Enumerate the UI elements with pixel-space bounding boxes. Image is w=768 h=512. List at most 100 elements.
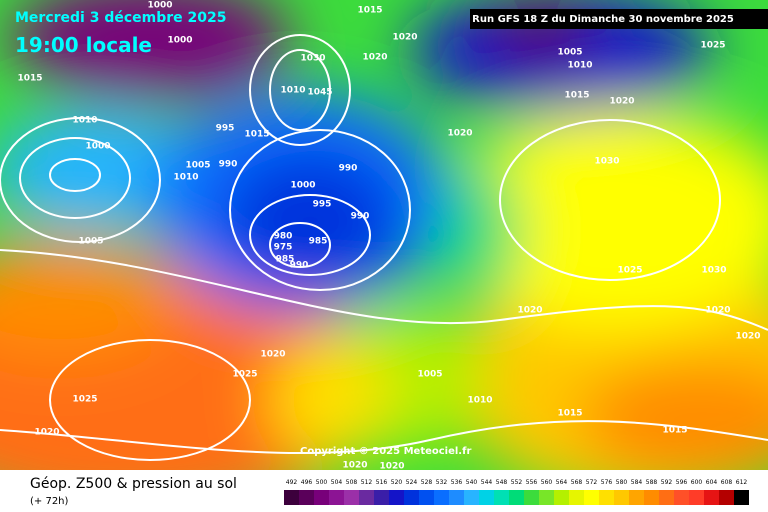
isobar-label: 1005 (557, 48, 582, 58)
isobar-label: 1020 (735, 332, 760, 342)
isobar-label: 1025 (72, 395, 97, 405)
scale-label: 516 (376, 479, 388, 486)
isobars (0, 34, 768, 461)
scale-swatch (449, 490, 464, 505)
scale-swatch (524, 490, 539, 505)
scale-label: 612 (736, 479, 748, 486)
scale-swatch (344, 490, 359, 505)
isobar-label: 1020 (34, 428, 59, 438)
scale-label: 540 (466, 479, 478, 486)
isobar-label: 1025 (232, 370, 257, 380)
scale-label: 532 (436, 479, 448, 486)
scale-swatch (689, 490, 704, 505)
scale-label: 608 (721, 479, 733, 486)
color-scale: 492 496 500 504 508 512 516 520 524 528 532 536 540 5… (284, 479, 749, 505)
isobar-label: 1015 (662, 426, 687, 436)
isobar-label: 1005 (185, 161, 210, 171)
scale-swatch (614, 490, 629, 505)
scale-swatch (599, 490, 614, 505)
scale-swatch (464, 490, 479, 505)
scale-label: 528 (421, 479, 433, 486)
scale-label: 580 (616, 479, 628, 486)
isobar-label: 1005 (78, 237, 103, 247)
scale-label: 584 (631, 479, 643, 486)
isobar-label: 1020 (609, 97, 634, 107)
isobar-label: 1020 (392, 33, 417, 43)
isobar-label: 985 (309, 237, 328, 247)
scale-swatch (419, 490, 434, 505)
isobar-label: 995 (313, 200, 332, 210)
isobar-label: 1010 (467, 396, 492, 406)
scale-swatch (359, 490, 374, 505)
run-label: Run GFS 18 Z du Dimanche 30 novembre 202… (472, 14, 734, 25)
isobar-label: 1015 (244, 130, 269, 140)
scale-swatch (659, 490, 674, 505)
footer-title: Géop. Z500 & pression au sol (30, 476, 237, 492)
scale-label: 508 (346, 479, 358, 486)
isobar-label: 1020 (517, 306, 542, 316)
isobar-label: 1025 (700, 41, 725, 51)
scale-label: 536 (451, 479, 463, 486)
scale-swatch (374, 490, 389, 505)
isobar-label: 1045 (307, 88, 332, 98)
scale-swatch (404, 490, 419, 505)
isobar-label: 1010 (567, 61, 592, 71)
isobar-label: 990 (290, 261, 309, 271)
isobar-label: 1015 (564, 91, 589, 101)
isobar-label: 1010 (72, 116, 97, 126)
scale-label: 604 (706, 479, 718, 486)
time-label: 19:00 locale (15, 33, 152, 57)
scale-swatch (509, 490, 524, 505)
isobar-label: 1020 (447, 129, 472, 139)
scale-swatch (494, 490, 509, 505)
isobar-label: 980 (274, 232, 293, 242)
scale-swatch (539, 490, 554, 505)
isobar-labels: 1000 1015 1000 1020 1020 1030 1005 1010 1025 1015… (17, 1, 760, 472)
scale-label: 496 (301, 479, 313, 486)
scale-swatch (734, 490, 749, 505)
isobar-label: 1030 (300, 54, 325, 64)
isobar-label: 985 (276, 255, 295, 265)
date-label: Mercredi 3 décembre 2025 (15, 10, 227, 26)
isobar-label: 1020 (260, 350, 285, 360)
scale-label: 600 (691, 479, 703, 486)
isobar-label: 990 (219, 160, 238, 170)
scale-label: 492 (286, 479, 298, 486)
scale-swatch (704, 490, 719, 505)
isobar-label: 1020 (362, 53, 387, 63)
scale-swatch (284, 490, 299, 505)
scale-swatch (434, 490, 449, 505)
scale-swatch (554, 490, 569, 505)
isobar-label: 1030 (594, 157, 619, 167)
isobar-label: 1010 (173, 173, 198, 183)
isobar-label: 1000 (167, 36, 192, 46)
scale-label: 500 (316, 479, 328, 486)
isobar-label: 1020 (705, 306, 730, 316)
copyright: Copyright © 2025 Meteociel.fr (300, 446, 471, 457)
scale-label: 588 (646, 479, 658, 486)
isobar-label: 995 (216, 124, 235, 134)
isobar-label: 1000 (85, 142, 110, 152)
scale-label: 504 (331, 479, 343, 486)
scale-label: 544 (481, 479, 493, 486)
scale-label: 592 (661, 479, 673, 486)
isobar-label: 1005 (417, 370, 442, 380)
scale-label: 524 (406, 479, 418, 486)
scale-label: 512 (361, 479, 373, 486)
scale-swatch (719, 490, 734, 505)
isobar-label: 1015 (357, 6, 382, 16)
scale-label: 556 (526, 479, 538, 486)
isobar-label: 1010 (280, 86, 305, 96)
scale-label: 548 (496, 479, 508, 486)
scale-swatch (314, 490, 329, 505)
isobar-label: 1030 (701, 266, 726, 276)
scale-label: 596 (676, 479, 688, 486)
isobar-label: 975 (274, 243, 293, 253)
scale-label: 552 (511, 479, 523, 486)
scale-label: 572 (586, 479, 598, 486)
scale-swatch (629, 490, 644, 505)
isobar-label: 1020 (342, 461, 367, 471)
